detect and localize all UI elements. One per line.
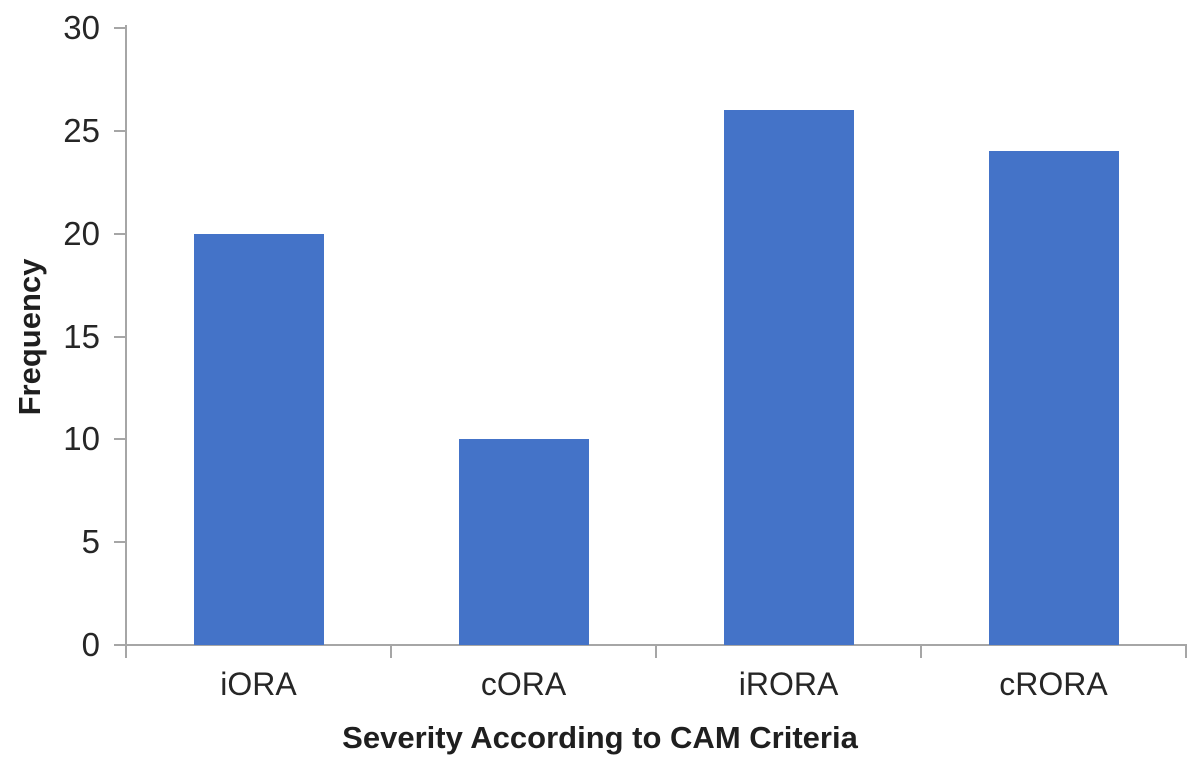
y-tick xyxy=(114,438,125,441)
x-category-label: cRORA xyxy=(999,666,1108,702)
y-tick-label: 10 xyxy=(63,420,100,458)
y-tick-label: 25 xyxy=(63,111,100,149)
y-tick xyxy=(114,541,125,544)
x-category-label: iORA xyxy=(220,666,297,702)
x-category-label: cORA xyxy=(480,666,567,702)
bar-iORA xyxy=(193,233,324,645)
y-tick xyxy=(114,232,125,235)
y-tick xyxy=(114,335,125,338)
y-tick-label: 15 xyxy=(63,317,100,355)
y-tick xyxy=(114,644,125,646)
y-tick-label: 0 xyxy=(81,626,100,663)
x-axis-title: Severity According to CAM Criteria xyxy=(342,720,858,755)
bar-cORA xyxy=(458,439,589,645)
x-tick xyxy=(1185,645,1187,658)
y-tick-label: 5 xyxy=(81,523,100,561)
bar-iRORA xyxy=(723,110,854,645)
x-tick xyxy=(125,645,127,658)
y-tick-label: 20 xyxy=(63,214,100,252)
x-tick xyxy=(920,645,922,658)
y-tick xyxy=(114,129,125,132)
y-axis-line xyxy=(125,25,127,646)
x-tick xyxy=(390,645,392,658)
y-tick xyxy=(114,27,125,29)
y-tick-label: 30 xyxy=(63,9,100,46)
x-category-label: iRORA xyxy=(738,666,839,702)
x-tick xyxy=(655,645,657,658)
bar-cRORA xyxy=(988,151,1119,645)
